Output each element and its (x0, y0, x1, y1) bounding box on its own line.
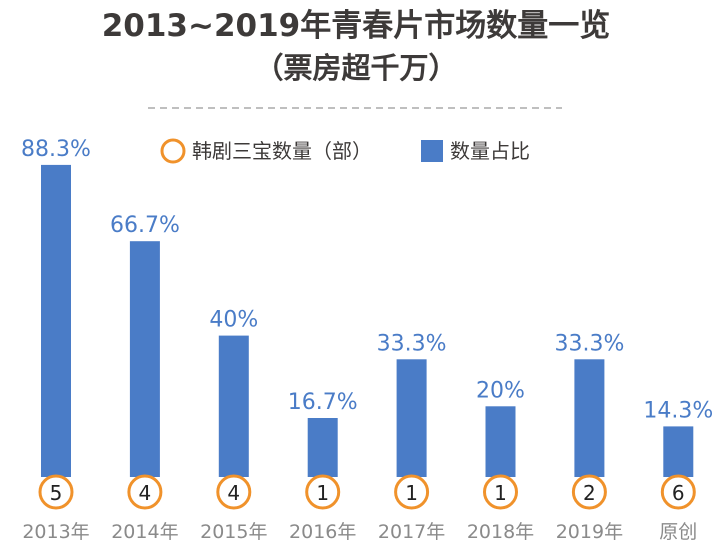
count-circle-0 (38, 474, 74, 510)
category-label-5: 2018年 (467, 521, 534, 543)
legend-count-label: 韩剧三宝数量（部） (192, 139, 372, 163)
count-circle-2 (216, 474, 252, 510)
value-label-6: 33.3% (554, 331, 624, 356)
bar-7 (663, 426, 694, 477)
count-label-5: 1 (494, 481, 507, 505)
value-label-3: 16.7% (288, 390, 358, 415)
bar-2 (218, 335, 249, 477)
count-label-2: 4 (227, 481, 240, 505)
value-label-1: 66.7% (110, 213, 180, 238)
bar-5 (485, 406, 516, 477)
category-label-2: 2015年 (200, 521, 267, 543)
count-circle-6 (571, 474, 607, 510)
bar-6 (574, 359, 605, 477)
count-circle-3 (305, 474, 341, 510)
category-label-6: 2019年 (556, 521, 623, 543)
chart-title-line2: （票房超千万） (254, 51, 457, 85)
category-label-4: 2017年 (378, 521, 445, 543)
count-circle-5 (483, 474, 518, 510)
value-label-2: 40% (209, 308, 258, 333)
chart-title-line1: 2013~2019年青春片市场数量一览 (102, 8, 611, 44)
bar-4 (396, 359, 427, 477)
count-label-0: 5 (50, 481, 63, 505)
count-label-1: 4 (139, 481, 152, 505)
category-label-1: 2014年 (111, 521, 178, 543)
legend-ratio-label: 数量占比 (450, 139, 530, 163)
count-label-3: 1 (316, 481, 329, 505)
count-label-7: 6 (672, 481, 685, 505)
legend: 韩剧三宝数量（部） 数量占比 (160, 138, 530, 164)
legend-count-marker (160, 138, 186, 164)
bar-1 (129, 241, 160, 477)
category-label-7: 原创 (659, 521, 697, 543)
value-label-7: 14.3% (643, 398, 712, 423)
count-circle-4 (394, 474, 430, 510)
count-circle-1 (127, 474, 163, 510)
bar-3 (307, 418, 338, 477)
plot-area: 88.3% 5 2013年 66.7% 4 2014年 40% 4 2015年 16.7% 1 201… (21, 137, 712, 543)
value-label-4: 33.3% (377, 331, 447, 356)
value-label-5: 20% (476, 378, 525, 403)
value-label-0: 88.3% (21, 137, 91, 162)
category-label-0: 2013年 (22, 521, 89, 543)
legend-ratio-marker (421, 140, 443, 162)
count-label-6: 2 (583, 481, 596, 505)
bar-0 (41, 164, 71, 477)
count-label-4: 1 (405, 481, 418, 505)
count-circle-7 (660, 474, 696, 510)
category-label-3: 2016年 (289, 521, 356, 543)
